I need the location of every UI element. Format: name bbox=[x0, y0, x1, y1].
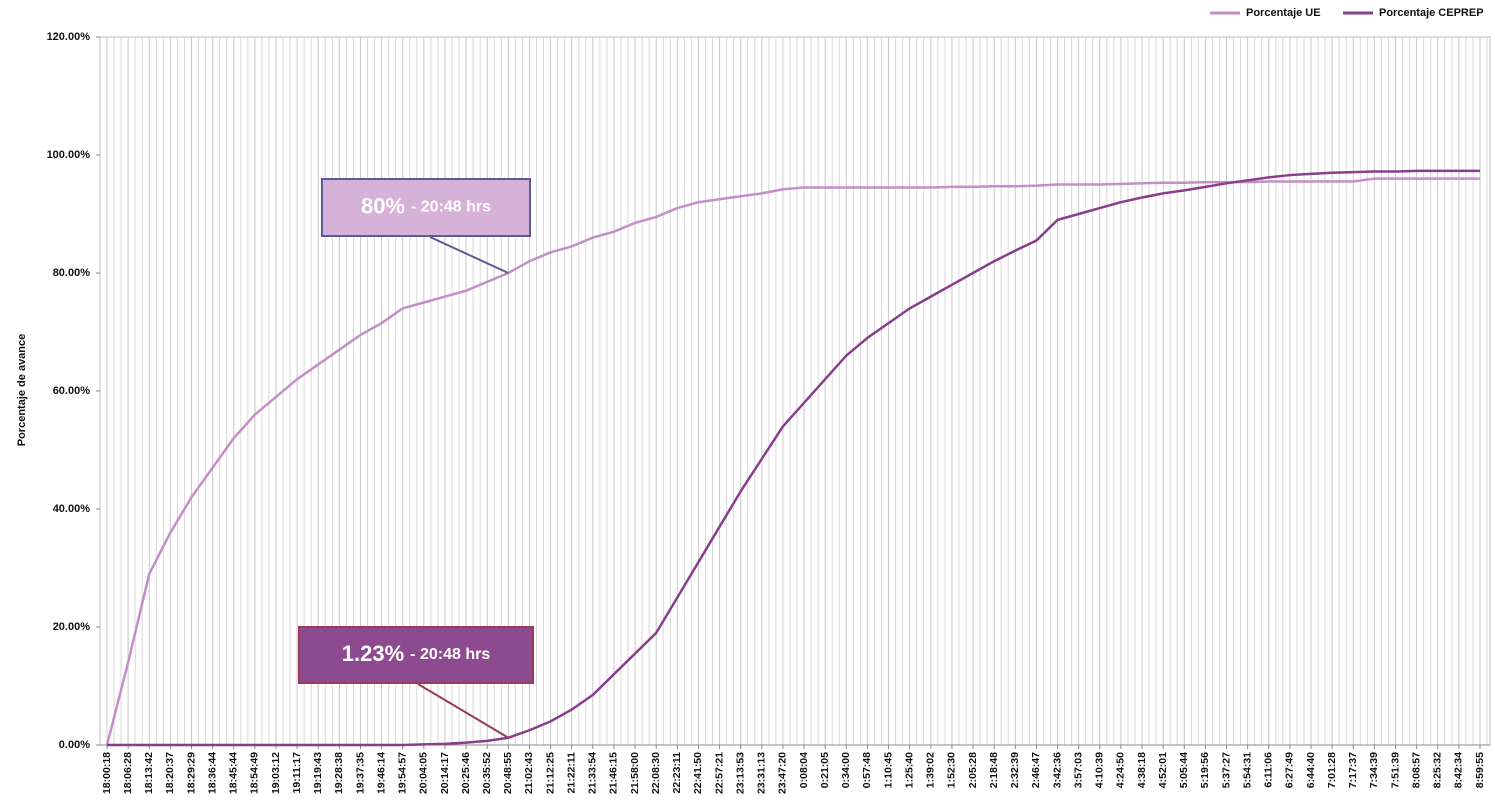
y-axis-label: Porcentaje de avance bbox=[16, 334, 28, 447]
x-tick-label: 7:01:28 bbox=[1326, 752, 1338, 788]
x-tick-label: 19:37:35 bbox=[354, 752, 366, 794]
x-tick-label: 2:05:28 bbox=[967, 752, 979, 788]
x-tick-label: 5:19:56 bbox=[1199, 752, 1211, 788]
x-tick-label: 2:32:39 bbox=[1009, 752, 1021, 788]
x-tick-label: 4:52:01 bbox=[1157, 752, 1169, 788]
x-tick-label: 0:08:04 bbox=[798, 752, 810, 788]
x-tick-label: 22:41:50 bbox=[692, 752, 704, 794]
x-tick-label: 6:27:49 bbox=[1284, 752, 1296, 788]
y-tick-label: 120.00% bbox=[47, 31, 91, 43]
x-tick-label: 23:13:53 bbox=[734, 752, 746, 794]
x-tick-label: 5:37:27 bbox=[1220, 752, 1232, 788]
x-tick-label: 19:11:17 bbox=[291, 752, 303, 794]
x-tick-label: 6:44:40 bbox=[1305, 752, 1317, 788]
x-tick-label: 0:34:00 bbox=[840, 752, 852, 788]
x-tick-label: 7:51:39 bbox=[1389, 752, 1401, 788]
x-tick-label: 18:06:28 bbox=[122, 752, 134, 794]
y-tick-label: 100.00% bbox=[47, 149, 91, 161]
y-tick-label: 60.00% bbox=[53, 385, 91, 397]
x-tick-label: 22:08:30 bbox=[650, 752, 662, 794]
x-tick-label: 21:02:43 bbox=[523, 752, 535, 794]
x-tick-label: 1:39:02 bbox=[925, 752, 937, 788]
x-tick-label: 21:22:11 bbox=[565, 752, 577, 794]
x-tick-label: 18:00:18 bbox=[101, 752, 113, 794]
x-tick-label: 21:33:54 bbox=[587, 752, 599, 794]
x-tick-label: 1:25:40 bbox=[903, 752, 915, 788]
x-tick-label: 2:18:48 bbox=[988, 752, 1000, 788]
x-tick-label: 3:57:03 bbox=[1072, 752, 1084, 788]
x-tick-label: 4:24:50 bbox=[1115, 752, 1127, 788]
x-tick-label: 18:45:44 bbox=[228, 752, 240, 794]
x-tick-label: 1:52:30 bbox=[946, 752, 958, 788]
x-tick-label: 21:46:15 bbox=[608, 752, 620, 794]
x-tick-label: 7:17:37 bbox=[1347, 752, 1359, 788]
x-tick-label: 8:25:32 bbox=[1432, 752, 1444, 788]
x-tick-label: 5:05:44 bbox=[1178, 752, 1190, 788]
annotation-value: 80% bbox=[361, 193, 405, 218]
y-tick-label: 20.00% bbox=[53, 621, 91, 633]
annotation-pointer bbox=[417, 683, 509, 739]
y-tick-label: 0.00% bbox=[59, 739, 90, 751]
x-tick-label: 19:28:38 bbox=[333, 752, 345, 794]
annotation-pointer bbox=[429, 236, 509, 274]
x-tick-label: 23:47:20 bbox=[777, 752, 789, 794]
annotation-text: 1.23% - 20:48 hrs bbox=[342, 641, 491, 666]
x-tick-label: 20:48:55 bbox=[502, 752, 514, 794]
x-tick-label: 18:36:44 bbox=[206, 752, 218, 794]
x-tick-label: 20:14:17 bbox=[439, 752, 451, 794]
annotation-box bbox=[321, 178, 531, 237]
annotation-detail: - 20:48 hrs bbox=[411, 199, 491, 216]
x-tick-label: 19:46:14 bbox=[375, 752, 387, 794]
x-tick-label: 8:59:55 bbox=[1474, 752, 1486, 788]
x-tick-label: 8:42:34 bbox=[1453, 752, 1465, 788]
annotation-value: 1.23% bbox=[342, 641, 404, 666]
x-tick-label: 6:11:06 bbox=[1263, 752, 1275, 788]
x-tick-label: 3:42:36 bbox=[1051, 752, 1063, 788]
x-tick-label: 19:03:12 bbox=[270, 752, 282, 794]
series-line bbox=[105, 177, 1480, 746]
x-tick-label: 18:13:42 bbox=[143, 752, 155, 794]
x-tick-label: 21:58:00 bbox=[629, 752, 641, 794]
series-line bbox=[107, 169, 1480, 747]
x-tick-label: 7:34:39 bbox=[1368, 752, 1380, 788]
x-tick-label: 19:54:57 bbox=[397, 752, 409, 794]
annotation-detail: - 20:48 hrs bbox=[410, 646, 490, 663]
x-tick-label: 19:19:43 bbox=[312, 752, 324, 794]
x-tick-label: 2:46:47 bbox=[1030, 752, 1042, 788]
x-tick-label: 18:54:49 bbox=[249, 752, 261, 794]
y-tick-label: 40.00% bbox=[53, 503, 91, 515]
x-tick-label: 18:20:37 bbox=[164, 752, 176, 794]
x-tick-label: 21:12:25 bbox=[544, 752, 556, 794]
annotation-box bbox=[298, 626, 534, 684]
x-tick-label: 23:31:13 bbox=[756, 752, 768, 794]
x-tick-label: 0:57:48 bbox=[861, 752, 873, 788]
y-tick-label: 80.00% bbox=[53, 267, 91, 279]
x-tick-label: 4:10:39 bbox=[1094, 752, 1106, 788]
x-tick-label: 5:54:31 bbox=[1241, 752, 1253, 788]
x-tick-label: 0:21:05 bbox=[819, 752, 831, 788]
x-tick-label: 20:25:46 bbox=[460, 752, 472, 794]
annotation-text: 80% - 20:48 hrs bbox=[361, 193, 491, 218]
x-tick-label: 8:08:57 bbox=[1410, 752, 1422, 788]
legend-label: Porcentaje CEPREP bbox=[1379, 7, 1484, 19]
x-tick-label: 4:38:18 bbox=[1136, 752, 1148, 788]
x-tick-label: 22:57:21 bbox=[713, 752, 725, 794]
x-tick-label: 20:35:52 bbox=[481, 752, 493, 794]
x-tick-label: 18:29:29 bbox=[185, 752, 197, 794]
x-tick-label: 20:04:05 bbox=[418, 752, 430, 794]
x-tick-label: 1:10:45 bbox=[882, 752, 894, 788]
x-tick-label: 22:23:11 bbox=[671, 752, 683, 794]
legend-label: Porcentaje UE bbox=[1246, 7, 1321, 19]
